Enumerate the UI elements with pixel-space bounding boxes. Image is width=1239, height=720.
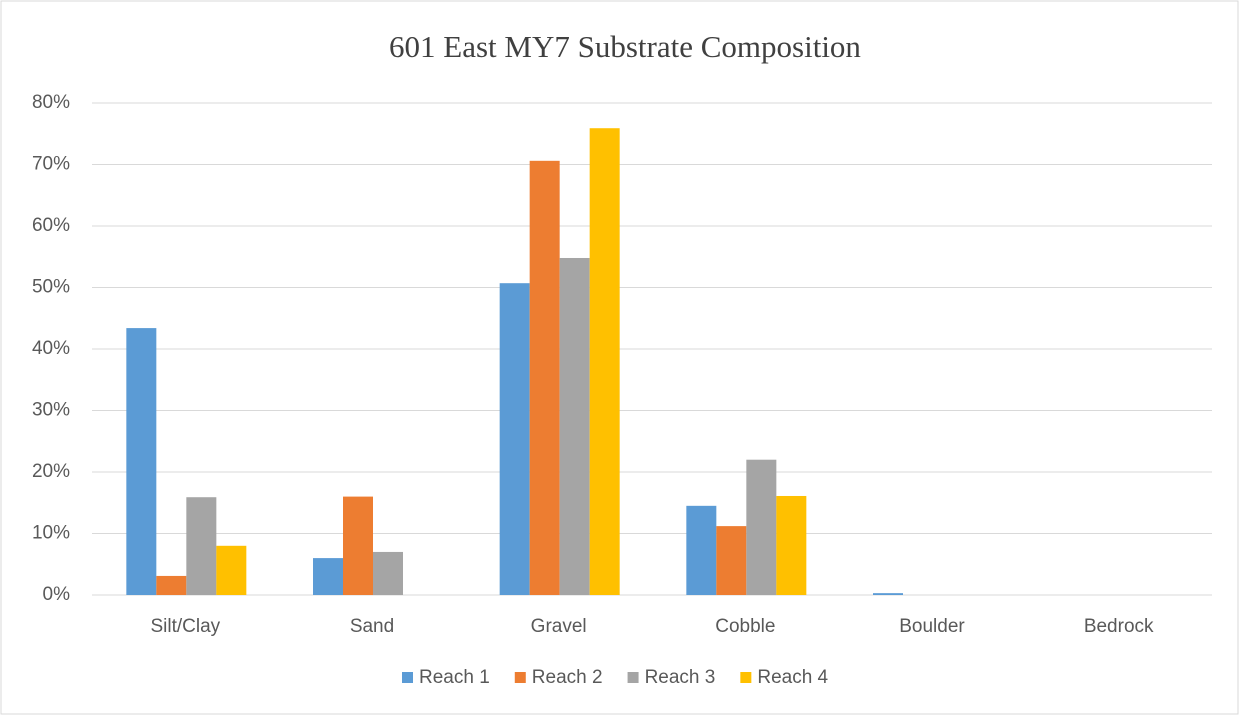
chart-title: 601 East MY7 Substrate Composition [389, 29, 861, 64]
y-tick-label: 30% [32, 400, 70, 421]
x-tick-label: Gravel [531, 616, 587, 637]
y-tick-label: 20% [32, 461, 70, 482]
y-tick-label: 10% [32, 523, 70, 544]
x-tick-label: Bedrock [1084, 616, 1154, 637]
bar [499, 283, 530, 595]
legend-swatch [514, 672, 526, 683]
bar [589, 128, 620, 595]
legend-label: Reach 3 [645, 667, 716, 688]
bar [186, 497, 217, 595]
x-tick-label: Boulder [899, 616, 965, 637]
bar [343, 496, 373, 595]
bar [716, 526, 747, 595]
bar [126, 328, 157, 595]
bar [559, 257, 590, 595]
y-tick-label: 50% [32, 277, 70, 298]
y-tick-label: 0% [43, 584, 71, 605]
legend-swatch [402, 672, 413, 683]
y-tick-label: 80% [32, 92, 70, 113]
legend-swatch [627, 672, 639, 683]
legend-label: Reach 4 [757, 667, 828, 688]
bar [746, 459, 777, 595]
y-tick-label: 60% [32, 215, 70, 236]
bar [686, 505, 717, 595]
bar [776, 495, 807, 595]
y-tick-label: 70% [32, 154, 70, 175]
y-tick-label: 40% [32, 338, 70, 359]
bar [373, 551, 403, 595]
bar [313, 558, 343, 595]
bar [529, 160, 560, 595]
legend-swatch [740, 672, 752, 683]
x-tick-label: Sand [350, 616, 394, 637]
bar [873, 593, 903, 595]
legend-label: Reach 1 [419, 667, 490, 688]
legend-label: Reach 2 [532, 667, 603, 688]
bar [216, 545, 247, 595]
bar [156, 575, 187, 595]
x-tick-label: Silt/Clay [150, 616, 220, 637]
x-tick-label: Cobble [715, 616, 775, 637]
